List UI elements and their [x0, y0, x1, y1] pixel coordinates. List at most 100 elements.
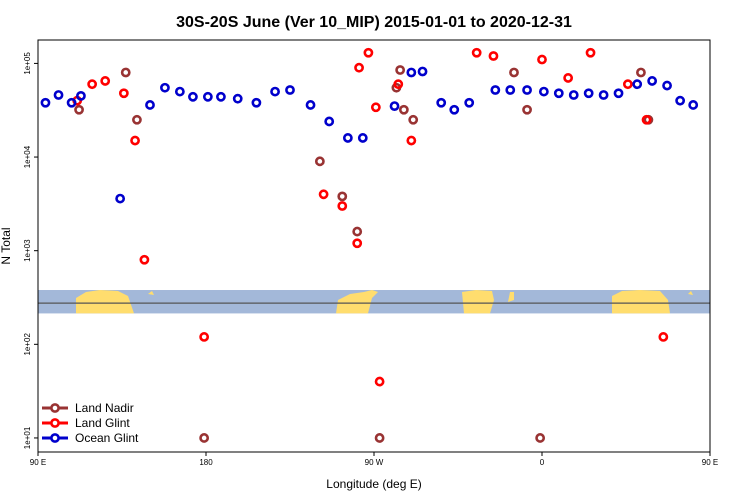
ocean-glint-point — [40, 97, 51, 108]
legend-label-ocean-glint: Ocean Glint — [75, 431, 139, 445]
ocean-glint-point — [522, 85, 532, 95]
land-glint-point — [488, 51, 499, 61]
map-land-nz-1 — [148, 291, 154, 295]
ocean-glint-point — [115, 193, 126, 204]
ocean-glint-point — [613, 88, 624, 99]
ocean-glint-point — [76, 90, 86, 101]
land-glint-point — [363, 47, 374, 58]
legend-label-land-nadir: Land Nadir — [75, 401, 134, 415]
ocean-glint-point — [251, 97, 262, 108]
land-nadir-point — [132, 114, 142, 125]
land-glint-point — [118, 88, 129, 99]
land-glint-point — [658, 332, 669, 342]
land-nadir-point — [374, 433, 385, 443]
ocean-glint-point — [285, 85, 295, 95]
ocean-glint-point — [145, 100, 155, 110]
land-glint-point — [563, 73, 574, 83]
ocean-glint-point — [553, 88, 564, 99]
ocean-glint-point — [389, 101, 400, 112]
ocean-glint-point — [688, 100, 699, 110]
legend-marker-land-glint — [50, 418, 60, 428]
ocean-glint-point — [188, 91, 198, 102]
ocean-glint-point — [505, 85, 516, 95]
y-axis-label: N Total — [0, 227, 13, 264]
legend-label-land-glint: Land Glint — [75, 416, 130, 430]
land-nadir-point — [337, 191, 348, 202]
ocean-glint-point — [202, 91, 213, 102]
land-nadir-point — [199, 433, 210, 443]
ocean-glint-point — [270, 86, 280, 97]
map-land-south-america-1 — [336, 290, 378, 314]
y-tick-label: 1e+01 — [23, 426, 32, 449]
axes: 90 E 180 90 W 0 90 E 1e+01 1e+02 1e+03 1e+04 1e+0… — [23, 52, 718, 467]
map-land-australia-2 — [612, 290, 670, 314]
ocean-glint-point — [662, 80, 672, 91]
ocean-glint-point — [632, 79, 643, 90]
land-nadir-point — [74, 104, 84, 115]
ocean-glint-point — [538, 86, 549, 97]
legend-marker-ocean-glint — [50, 433, 60, 443]
ocean-glint-point — [66, 97, 77, 108]
land-glint-point — [87, 79, 98, 90]
data-points — [40, 47, 699, 443]
ocean-glint-point — [406, 67, 417, 78]
land-glint-point — [139, 254, 150, 265]
y-tick-label: 1e+02 — [23, 333, 32, 356]
x-axis-label: Longitude (deg E) — [326, 477, 421, 491]
y-tick-label: 1e+03 — [23, 239, 32, 262]
ocean-glint-point — [568, 90, 579, 100]
x-tick-label: 180 — [199, 458, 213, 467]
ocean-glint-point — [232, 93, 243, 104]
y-tick-label: 1e+05 — [23, 52, 32, 75]
ocean-glint-point — [160, 82, 170, 93]
land-glint-point — [622, 79, 633, 90]
land-glint-point — [370, 102, 381, 113]
land-nadir-point — [120, 67, 131, 78]
ocean-glint-point — [598, 90, 609, 100]
land-nadir-point — [535, 433, 546, 443]
y-tick-label: 1e+04 — [23, 145, 32, 168]
ocean-glint-point — [449, 104, 460, 115]
map-land-australia — [76, 290, 134, 314]
ocean-glint-point — [417, 66, 428, 77]
map-land-nz-2 — [688, 291, 693, 295]
land-nadir-point — [352, 226, 363, 237]
land-glint-point — [585, 47, 596, 58]
x-tick-label: 0 — [540, 458, 545, 467]
land-nadir-point — [398, 104, 409, 115]
land-nadir-point — [636, 67, 646, 78]
ocean-glint-point — [53, 90, 64, 100]
land-glint-point — [406, 135, 417, 146]
land-glint-point — [337, 201, 348, 211]
ocean-glint-point — [174, 86, 185, 97]
map-land-africa — [462, 290, 494, 314]
land-glint-point — [352, 238, 363, 249]
land-glint-point — [641, 114, 652, 125]
land-glint-point — [354, 62, 364, 73]
map-land-madagascar — [508, 292, 514, 302]
ocean-glint-point — [647, 76, 658, 86]
land-nadir-point — [395, 65, 406, 75]
ocean-glint-point — [324, 116, 335, 127]
ocean-glint-point — [583, 88, 594, 99]
chart-title: 30S-20S June (Ver 10_MIP) 2015-01-01 to … — [176, 14, 572, 31]
land-glint-point — [537, 54, 547, 65]
land-nadir-point — [314, 156, 325, 167]
ocean-glint-point — [490, 85, 501, 95]
land-glint-point — [199, 332, 210, 342]
ocean-glint-point — [436, 97, 447, 108]
land-nadir-point — [522, 104, 532, 115]
land-glint-point — [374, 376, 385, 387]
land-glint-point — [130, 135, 140, 146]
ocean-glint-point — [357, 133, 368, 143]
ocean-glint-point — [216, 91, 226, 102]
land-nadir-point — [408, 114, 419, 125]
x-tick-label: 90 E — [30, 458, 46, 467]
land-glint-point — [100, 76, 111, 86]
map-ocean-band — [38, 290, 710, 314]
legend-marker-land-nadir — [50, 403, 60, 413]
map-strip — [38, 290, 710, 314]
ocean-glint-point — [305, 100, 316, 110]
